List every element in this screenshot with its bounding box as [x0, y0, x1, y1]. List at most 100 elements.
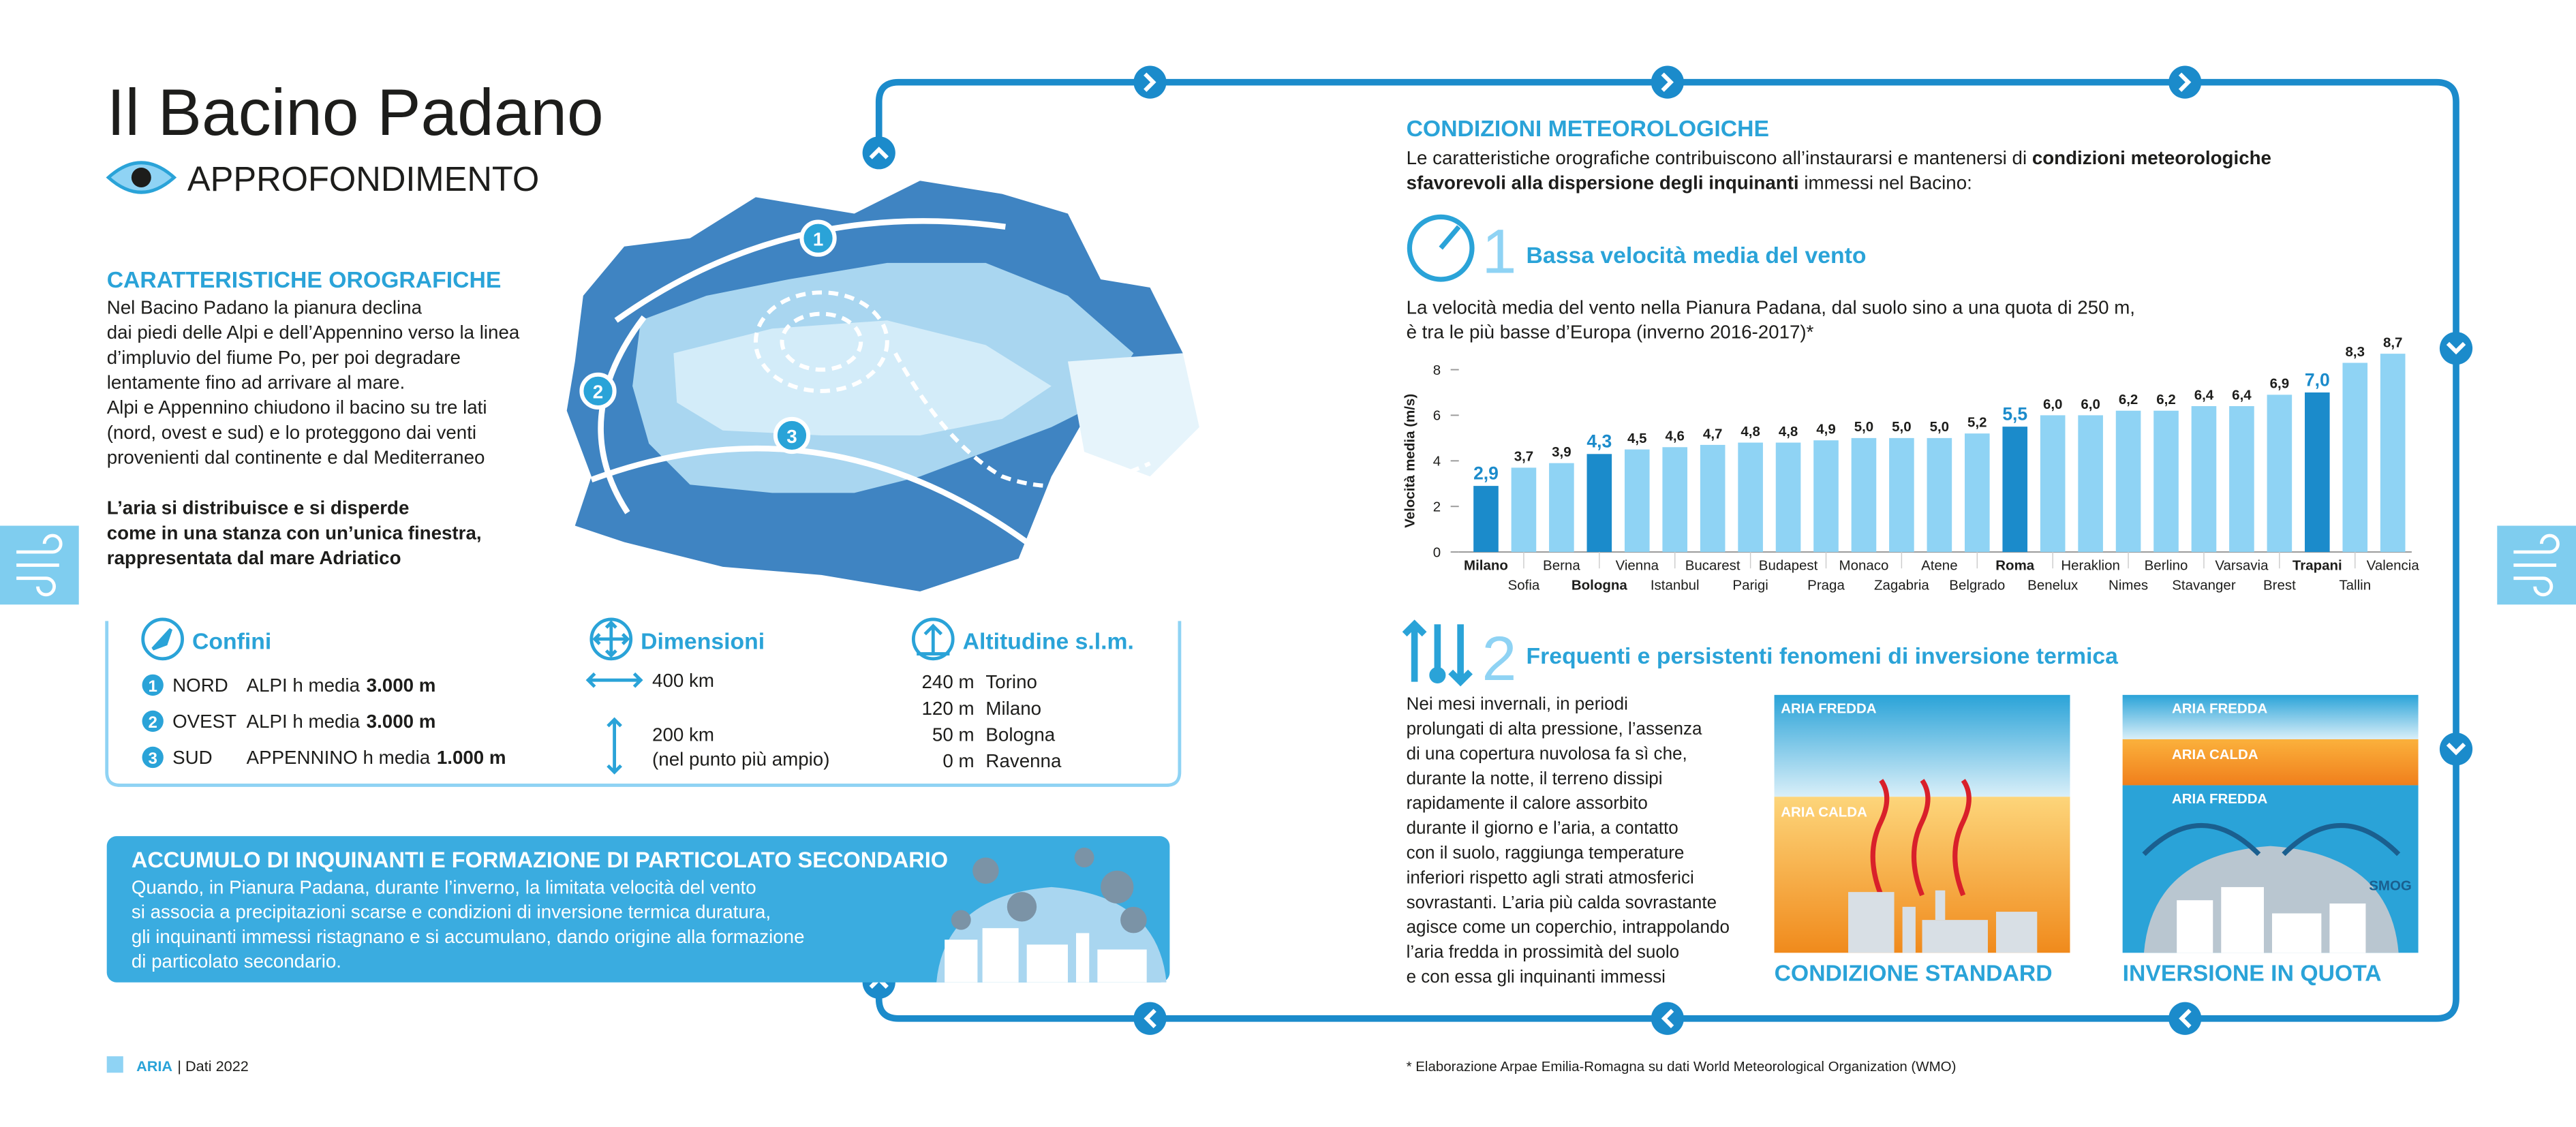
x-tick-label: Trapani	[2293, 558, 2342, 574]
body-text: l’aria fredda in prossimità del suolo	[1407, 942, 1680, 962]
range-name: ALPI h media	[247, 675, 361, 696]
x-tick-label: Stavanger	[2172, 578, 2236, 593]
value-label: 8,7	[2383, 335, 2402, 350]
body-text: Alpi e Appennino chiudono il bacino su t…	[107, 397, 487, 418]
bar	[2153, 410, 2179, 553]
panel-label: ARIA FREDDA	[2172, 791, 2268, 807]
altitude: 240 m	[922, 671, 975, 692]
highlight-text: rappresentata dal mare Adriatico	[107, 547, 401, 568]
x-tick-label: Berna	[1543, 558, 1580, 574]
x-tick-label: Parigi	[1732, 578, 1768, 593]
row-number-badge	[142, 710, 164, 732]
text-segment: sfavorevoli alla dispersione degli inqui…	[1407, 172, 1799, 193]
altitude: 50 m	[932, 724, 975, 745]
body-text: provenienti dal continente e dal Mediter…	[107, 446, 485, 467]
y-tick-label: 6	[1433, 408, 1441, 424]
x-tick-label: Vienna	[1616, 558, 1659, 574]
value-label: 5,0	[1854, 419, 1873, 435]
intro-text: sfavorevoli alla dispersione degli inqui…	[1407, 172, 1972, 193]
dimension: 200 km	[652, 724, 714, 745]
bar	[1662, 447, 1688, 553]
bar	[2267, 395, 2293, 553]
x-tick-label: Brest	[2263, 578, 2296, 593]
value-label: 4,3	[1586, 431, 1612, 452]
bar	[1738, 442, 1763, 553]
pollution-illustration	[936, 848, 1167, 983]
x-tick-label: Sofia	[1508, 578, 1540, 593]
x-tick-label: Varsavia	[2215, 558, 2269, 574]
y-tick-label: 8	[1433, 362, 1441, 378]
box-heading: Dimensioni	[641, 628, 765, 654]
body-text: e con essa gli inquinanti immessi	[1407, 966, 1666, 987]
box-heading: Confini	[192, 628, 271, 654]
x-tick-label: Zagabria	[1874, 578, 1929, 593]
accumulo-text: Quando, in Pianura Padana, durante l’inv…	[132, 877, 756, 898]
section-number: 1	[1482, 217, 1516, 286]
row-number: 3	[148, 750, 157, 768]
value-label: 6,0	[2043, 397, 2062, 412]
range-height: 3.000 m	[367, 711, 436, 732]
arrow-chevrons	[869, 72, 2466, 1028]
city: Milano	[985, 698, 1041, 719]
y-tick-label: 2	[1433, 499, 1441, 514]
body-text: è tra le più basse d’Europa (inverno 201…	[1407, 322, 1814, 343]
panel-label: ARIA FREDDA	[1781, 700, 1877, 716]
value-label: 7,0	[2305, 369, 2330, 390]
bar	[1473, 486, 1499, 553]
section-title: Bassa velocità media del vento	[1527, 243, 1867, 268]
eye-icon	[106, 161, 177, 194]
value-label: 4,5	[1627, 431, 1646, 446]
value-label: 6,4	[2194, 387, 2214, 403]
body-text: con il suolo, raggiunga temperature	[1407, 842, 1685, 863]
value-label: 6,2	[2119, 392, 2138, 407]
text-segment: condizioni meteorologiche	[2032, 147, 2271, 168]
value-label: 8,3	[2346, 344, 2365, 360]
body-text: lentamente fino ad arrivare al mare.	[107, 372, 405, 393]
row-number-badge	[142, 674, 164, 696]
y-axis-label: Velocità media (m/s)	[1402, 394, 1418, 528]
bar	[2040, 415, 2066, 553]
body-text: rapidamente il calore assorbito	[1407, 792, 1648, 813]
altitude: 120 m	[922, 698, 975, 719]
side: SUD	[172, 747, 213, 768]
range-name: APPENNINO h media	[247, 747, 431, 768]
gauge-icon	[1407, 214, 1475, 282]
body-text: inferiori rispetto agli strati atmosferi…	[1407, 867, 1694, 887]
body-text: La velocità media del vento nella Pianur…	[1407, 297, 2135, 318]
value-label: 2,9	[1473, 463, 1499, 483]
body-text: di una copertura nuvolosa fa sì che,	[1407, 743, 1687, 763]
x-tick-label: Atene	[1921, 558, 1958, 574]
range-height: 3.000 m	[367, 675, 436, 696]
page-title: Il Bacino Padano	[107, 76, 604, 149]
city: Ravenna	[985, 750, 1062, 771]
value-label: 3,7	[1514, 449, 1533, 465]
bar	[1775, 442, 1801, 553]
accumulo-text: di particolato secondario.	[132, 951, 341, 972]
x-tick-label: Istanbul	[1651, 578, 1700, 593]
frame-line	[875, 78, 2459, 1022]
bar	[2002, 427, 2028, 553]
value-label: 5,0	[1930, 419, 1949, 435]
panel-caption: INVERSIONE IN QUOTA	[2123, 960, 2382, 986]
panel-caption: CONDIZIONE STANDARD	[1775, 960, 2053, 986]
value-label: 5,2	[1967, 415, 1987, 431]
range-name: ALPI h media	[247, 711, 361, 732]
value-label: 5,5	[2002, 404, 2027, 424]
x-tick-label: Bologna	[1571, 578, 1628, 593]
accumulo-box	[106, 836, 1170, 983]
range: ALPI h media 3.000 m	[247, 711, 436, 732]
x-tick-label: Praga	[1807, 578, 1845, 593]
bar	[1624, 449, 1650, 553]
section-heading: CONDIZIONI METEOROLOGICHE	[1407, 116, 1770, 142]
bar	[2342, 362, 2368, 553]
accumulo-text: gli inquinanti immessi ristagnano e si a…	[132, 926, 805, 947]
footnote: * Elaborazione Arpae Emilia-Romagna su d…	[1407, 1059, 1957, 1075]
body-text: durante il giorno e l’aria, a contatto	[1407, 818, 1678, 838]
text-segment: Le caratteristiche orografiche contribui…	[1407, 147, 2032, 168]
value-label: 6,4	[2232, 387, 2252, 403]
value-label: 6,0	[2081, 397, 2100, 412]
dimension: 400 km	[652, 670, 714, 691]
value-label: 6,2	[2156, 392, 2175, 407]
